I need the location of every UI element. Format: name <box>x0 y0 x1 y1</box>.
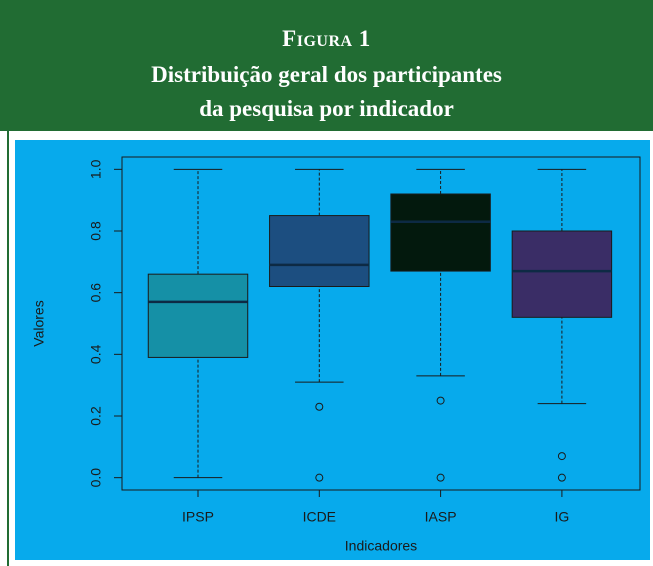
box <box>511 230 613 318</box>
x-tick-label: ICDE <box>303 509 336 525</box>
side-rule <box>7 131 9 566</box>
y-axis-label: Valores <box>31 300 47 346</box>
figure-title: Distribuição geral dos participantes <box>151 62 502 87</box>
x-tick-label: IG <box>555 509 570 525</box>
outlier <box>436 396 445 405</box>
y-tick-label: 0.2 <box>88 406 104 426</box>
y-tick-label: 1.0 <box>88 159 104 179</box>
figure-label: Figura 1 <box>282 26 371 51</box>
outlier <box>436 473 445 482</box>
chart-background <box>15 140 650 560</box>
x-axis-label: Indicadores <box>345 538 417 554</box>
x-tick-label: IASP <box>425 509 457 525</box>
figure-header: Figura 1 Distribuição geral dos particip… <box>0 0 653 131</box>
box <box>390 193 491 272</box>
box <box>269 215 370 287</box>
y-tick-label: 0.4 <box>88 344 104 364</box>
plot-frame <box>121 156 641 491</box>
y-tick-label: 0.6 <box>88 283 104 303</box>
x-tick-label: IPSP <box>182 509 214 525</box>
box <box>147 273 249 358</box>
figure-title: da pesquisa por indicador <box>199 96 454 121</box>
outlier <box>557 452 566 461</box>
y-tick-label: 0.0 <box>88 468 104 488</box>
outlier <box>315 473 324 482</box>
y-tick-label: 0.8 <box>88 221 104 241</box>
outlier <box>315 402 324 411</box>
outlier <box>557 473 566 482</box>
